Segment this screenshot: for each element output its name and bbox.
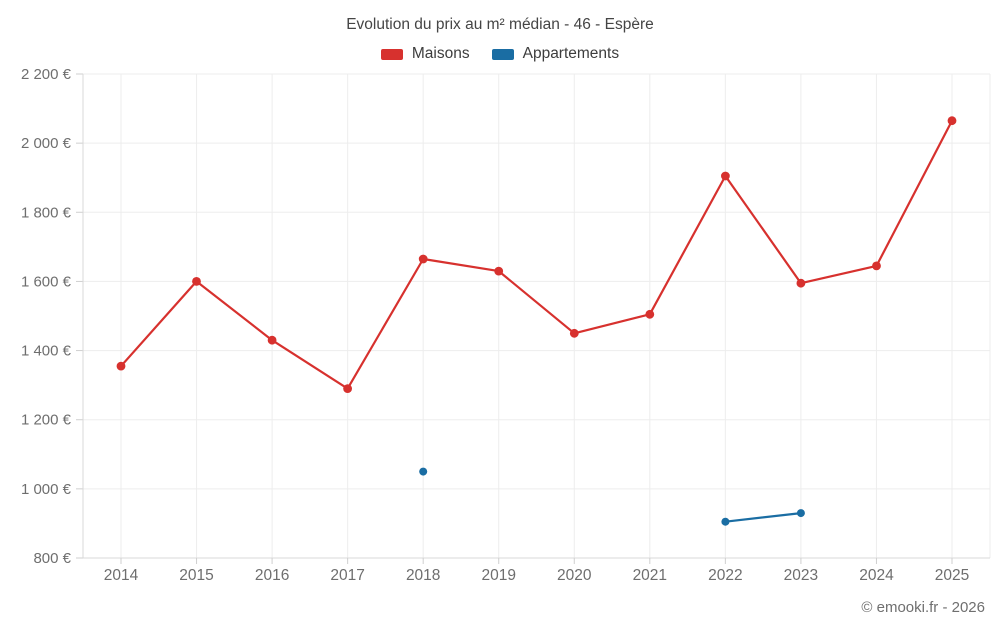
point-maisons-2021[interactable] bbox=[645, 309, 655, 319]
point-maisons-2024[interactable] bbox=[872, 261, 881, 271]
x-tick-label: 2015 bbox=[179, 567, 213, 584]
legend-label-maisons: Maisons bbox=[411, 45, 470, 62]
x-tick-label: 2014 bbox=[104, 567, 139, 584]
chart-title: Evolution du prix au m² médian - 46 - Es… bbox=[346, 16, 654, 33]
y-tick-label: 1 400 € bbox=[21, 343, 72, 360]
x-tick-label: 2022 bbox=[708, 567, 742, 584]
point-maisons-2022[interactable] bbox=[721, 171, 730, 181]
point-appartements-2023[interactable] bbox=[796, 509, 805, 518]
x-tick-label: 2017 bbox=[330, 567, 364, 584]
point-maisons-2025[interactable] bbox=[947, 116, 957, 126]
y-tick-label: 800 € bbox=[33, 550, 71, 567]
point-maisons-2014[interactable] bbox=[116, 361, 126, 371]
legend-item-maisons[interactable]: Maisons bbox=[380, 45, 470, 63]
point-appartements-2022[interactable] bbox=[721, 517, 730, 526]
x-tick-label: 2019 bbox=[481, 567, 515, 584]
line-maisons bbox=[119, 119, 954, 390]
point-maisons-2016[interactable] bbox=[267, 335, 277, 345]
credit-text: © emooki.fr - 2026 bbox=[861, 599, 985, 616]
legend-item-appartements[interactable]: Appartements bbox=[491, 45, 620, 63]
point-maisons-2017[interactable] bbox=[343, 384, 352, 393]
legend-label-appartements: Appartements bbox=[522, 45, 620, 62]
x-tick-label: 2025 bbox=[935, 567, 969, 584]
point-maisons-2023[interactable] bbox=[796, 278, 806, 288]
y-tick-label: 2 000 € bbox=[21, 135, 72, 152]
y-tick-label: 1 000 € bbox=[21, 481, 72, 498]
x-tick-label: 2018 bbox=[406, 567, 440, 584]
y-tick-label: 1 800 € bbox=[21, 204, 72, 221]
y-tick-label: 2 200 € bbox=[21, 66, 72, 83]
line-appartements bbox=[724, 512, 802, 523]
legend-swatch-appartements-icon bbox=[491, 48, 514, 60]
point-appartements-2018[interactable] bbox=[419, 467, 428, 476]
x-tick-label: 2021 bbox=[633, 567, 667, 584]
x-tick-label: 2020 bbox=[557, 567, 592, 584]
x-tick-label: 2023 bbox=[784, 567, 818, 584]
legend-swatch-maisons-icon bbox=[380, 48, 403, 60]
point-maisons-2020[interactable] bbox=[569, 328, 579, 338]
legend: Maisons Appartements bbox=[0, 45, 1000, 63]
x-tick-label: 2016 bbox=[255, 567, 289, 584]
point-maisons-2019[interactable] bbox=[494, 266, 504, 276]
y-tick-label: 1 600 € bbox=[21, 273, 72, 290]
x-tick-label: 2024 bbox=[859, 567, 894, 584]
point-maisons-2015[interactable] bbox=[192, 277, 201, 286]
point-maisons-2018[interactable] bbox=[418, 254, 428, 264]
y-tick-label: 1 200 € bbox=[21, 412, 72, 429]
